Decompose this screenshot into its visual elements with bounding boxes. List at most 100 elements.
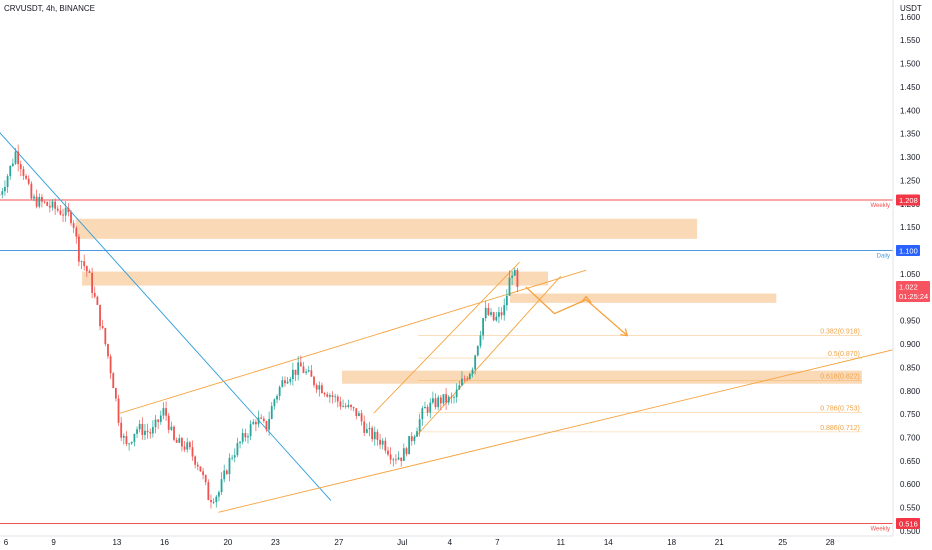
- candle-body-160: [421, 408, 424, 420]
- price-tick-3: 1.450: [900, 83, 921, 92]
- candle-body-69: [181, 438, 183, 447]
- candle-body-122: [321, 385, 323, 394]
- candle-body-177: [466, 378, 469, 380]
- price-tick-19: 0.650: [900, 457, 921, 466]
- candle-body-32: [83, 261, 86, 267]
- zone-0: [75, 218, 698, 239]
- candle-body-20: [51, 201, 54, 208]
- candle-body-115: [302, 366, 305, 373]
- price-axis-background: [893, 0, 932, 550]
- price-tick-15: 0.850: [900, 363, 921, 372]
- candle-body-100: [262, 418, 265, 421]
- candle-body-89: [233, 455, 236, 458]
- candle-body-162: [426, 406, 429, 413]
- candle-body-180: [474, 355, 477, 370]
- candle-body-65: [170, 426, 173, 430]
- candle-body-99: [260, 417, 263, 419]
- candle-body-176: [463, 378, 466, 380]
- level-badge-text-0: 1.208: [899, 196, 918, 205]
- time-tick-1: 9: [51, 538, 56, 547]
- candle-body-44: [114, 388, 117, 399]
- candle-body-107: [281, 380, 284, 387]
- time-tick-7: Jul: [397, 538, 407, 547]
- candle-body-109: [286, 381, 289, 384]
- candle-body-37: [96, 296, 99, 305]
- candle-body-132: [347, 404, 350, 408]
- candle-body-195: [513, 270, 516, 276]
- candle-body-155: [408, 436, 411, 455]
- candle-body-35: [91, 272, 94, 293]
- candle-body-86: [225, 470, 228, 475]
- candle-body-152: [400, 457, 403, 461]
- candle-body-139: [365, 429, 368, 433]
- price-tick-17: 0.750: [900, 410, 921, 419]
- candle-body-164: [431, 398, 434, 403]
- candle-body-179: [471, 369, 474, 374]
- time-axis[interactable]: 6 9 13 16 20 23 27 Jul 4 7 11 14 18 21 25 28: [4, 538, 835, 547]
- candle-body-70: [183, 446, 186, 450]
- candle-body-17: [43, 201, 46, 203]
- trend-line-channel-lower: [218, 349, 894, 513]
- candlestick-series: [0, 144, 519, 509]
- candle-body-187: [492, 312, 495, 321]
- candle-body-192: [505, 295, 508, 306]
- candle-body-84: [220, 479, 223, 493]
- projection-polyline: [525, 286, 628, 337]
- candle-body-10: [25, 175, 27, 179]
- candle-body-87: [228, 457, 231, 475]
- candle-body-48: [125, 435, 128, 444]
- candle-body-169: [445, 394, 448, 403]
- candle-body-81: [212, 502, 215, 503]
- time-tick-10: 11: [557, 538, 566, 547]
- candle-body-18: [46, 202, 49, 206]
- fib-label-3: 0.786(0.753): [820, 406, 860, 413]
- candle-body-186: [490, 312, 492, 315]
- fib-label-0: 0.382(0.918): [820, 329, 860, 336]
- candle-body-42: [109, 356, 112, 374]
- candle-body-133: [350, 404, 352, 408]
- candle-body-68: [178, 438, 181, 443]
- candle-body-123: [323, 393, 326, 395]
- candle-body-83: [218, 492, 220, 497]
- candle-body-172: [453, 397, 455, 399]
- candle-body-66: [173, 426, 175, 440]
- price-tick-20: 0.600: [900, 480, 921, 489]
- price-tick-9: 1.150: [900, 223, 921, 232]
- projection-arrowhead: [620, 328, 629, 337]
- candle-body-103: [270, 406, 273, 419]
- candle-body-50: [130, 441, 133, 444]
- candle-body-26: [67, 207, 70, 213]
- candle-countdown: 01:25:24: [899, 292, 928, 301]
- candle-body-38: [99, 304, 101, 327]
- trend-line-rising-wedge-lower: [414, 275, 562, 438]
- candle-body-19: [48, 205, 51, 208]
- price-tick-7: 1.250: [900, 176, 921, 185]
- fib-label-2: 0.618(0.822): [820, 373, 860, 380]
- candle-body-140: [368, 427, 371, 430]
- trend-line-channel-upper: [119, 269, 587, 414]
- candle-body-14: [35, 196, 38, 207]
- candle-body-108: [284, 380, 286, 384]
- candle-body-156: [410, 436, 413, 442]
- candle-body-127: [334, 396, 337, 398]
- price-tick-22: 0.500: [900, 527, 921, 536]
- candle-body-88: [231, 457, 234, 459]
- projection-path: [525, 286, 629, 337]
- candle-body-51: [133, 433, 136, 442]
- candle-body-93: [244, 433, 247, 438]
- candle-body-128: [336, 396, 339, 402]
- candle-body-163: [429, 402, 432, 413]
- candle-body-62: [162, 408, 165, 416]
- price-axis-unit: USDT: [900, 4, 922, 13]
- candle-body-52: [136, 429, 138, 434]
- trend-line-rising-wedge-upper: [373, 261, 520, 414]
- time-tick-5: 23: [271, 538, 280, 547]
- candle-body-119: [313, 376, 315, 386]
- candle-body-166: [437, 397, 440, 408]
- level-badge-0: [896, 194, 920, 206]
- candle-body-98: [257, 417, 260, 425]
- trend-lines: [0, 132, 894, 513]
- candle-body-56: [146, 430, 149, 433]
